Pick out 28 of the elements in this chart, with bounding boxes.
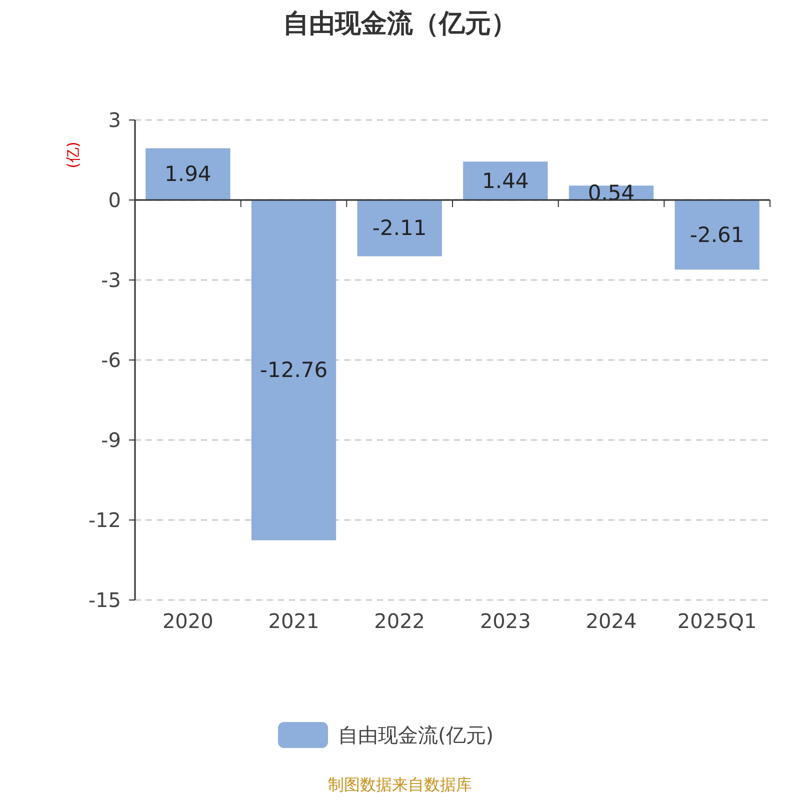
- x-tick-label: 2023: [480, 609, 531, 633]
- y-tick-label: -15: [88, 588, 121, 612]
- x-tick-label: 2024: [586, 609, 637, 633]
- chart-title: 自由现金流（亿元）: [283, 9, 517, 39]
- data-label: 1.44: [482, 168, 529, 193]
- y-tick-label: 0: [108, 188, 121, 212]
- x-tick-label: 2021: [268, 609, 320, 633]
- text: 制图数据来自数据库: [328, 775, 472, 794]
- data-label: -12.76: [260, 358, 328, 382]
- y-tick-label: -3: [101, 268, 121, 292]
- data-label: 1.94: [164, 162, 212, 186]
- legend-label: 自由现金流(亿元): [338, 723, 494, 747]
- y-tick-label: 3: [108, 108, 121, 132]
- y-tick-label: -6: [101, 348, 121, 372]
- y-axis-title: (亿): [64, 142, 82, 168]
- x-tick-label: 2020: [162, 609, 214, 633]
- bar: [357, 200, 442, 256]
- data-label: 0.54: [588, 180, 635, 205]
- data-label: -2.11: [372, 216, 427, 240]
- bar: [146, 148, 230, 200]
- bar: [674, 200, 760, 270]
- x-tick-label: 2022: [374, 609, 426, 633]
- bar: [251, 200, 336, 540]
- y-tick-label: -12: [88, 508, 121, 532]
- x-tick-label: 2025Q1: [677, 609, 757, 633]
- y-tick-label: -9: [101, 428, 121, 452]
- data-label: -2.61: [690, 222, 744, 247]
- bar: [463, 162, 548, 200]
